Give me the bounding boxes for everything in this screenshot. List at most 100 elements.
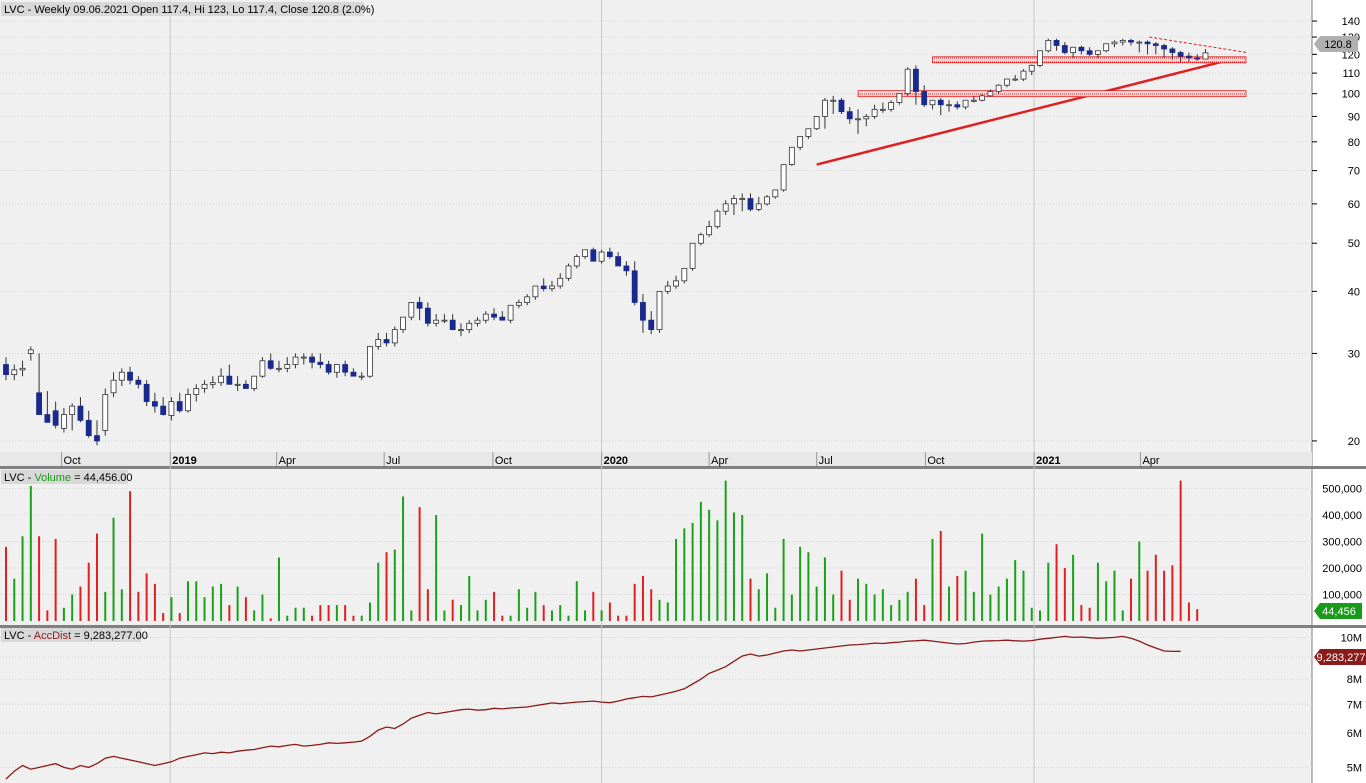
dashed-trendline[interactable]	[1149, 36, 1248, 54]
volume-bar	[220, 583, 223, 621]
candle-body	[524, 296, 531, 303]
candle-body	[838, 99, 845, 113]
candle-body	[102, 394, 109, 431]
accdist-title-prefix: LVC -	[4, 630, 34, 642]
candle-body	[697, 234, 704, 244]
volume-bar	[195, 581, 198, 621]
volume-bar	[517, 589, 520, 621]
volume-bar	[716, 520, 719, 621]
volume-pane-title: LVC - Volume = 44,456.00	[1, 470, 133, 484]
volume-bar	[807, 552, 810, 621]
candle-body	[540, 285, 547, 290]
candle-body	[606, 251, 613, 257]
pane-separator-accdist[interactable]	[0, 625, 1366, 628]
plot-background	[0, 0, 1312, 783]
candle-body	[1020, 70, 1027, 80]
candle-body	[474, 319, 481, 324]
candle-body	[706, 226, 713, 236]
volume-bar	[650, 589, 653, 621]
volume-bar	[782, 538, 785, 621]
volume-title-text: LVC - Volume = 44,456.00	[4, 472, 133, 484]
volume-bar	[261, 594, 264, 621]
candle-body	[921, 91, 928, 106]
price-last-badge: 120.8	[1314, 36, 1358, 52]
candle-body	[565, 265, 572, 279]
candle-body	[557, 277, 564, 287]
volume-bar	[360, 615, 363, 621]
volume-bar	[898, 599, 901, 621]
x-axis-label: Oct	[64, 455, 81, 467]
candle-body	[1194, 57, 1201, 60]
volume-bar	[857, 578, 860, 621]
candle-body	[772, 189, 779, 198]
volume-bar	[1088, 607, 1091, 621]
volume-bar	[286, 615, 289, 621]
volume-bar	[774, 607, 777, 621]
candle-body	[1028, 64, 1035, 72]
volume-bar	[675, 538, 678, 621]
price-tick-label: 100	[1342, 89, 1360, 101]
volume-bar	[699, 501, 702, 621]
resistance-zone[interactable]	[932, 56, 1247, 64]
pane-separator-volume[interactable]	[0, 466, 1366, 469]
volume-bar	[550, 610, 553, 621]
trendline[interactable]	[816, 56, 1238, 166]
candle-body	[499, 316, 506, 321]
candle-body	[549, 285, 555, 290]
volume-bar	[989, 594, 992, 621]
accdist-tick-label: 7M	[1347, 699, 1362, 711]
volume-tick-label: 300,000	[1322, 537, 1362, 549]
volume-bar	[939, 530, 942, 621]
volume-bar	[575, 581, 578, 621]
candle-body	[391, 329, 398, 344]
volume-bar	[112, 517, 115, 621]
volume-bar	[1005, 578, 1008, 621]
candle-body	[1169, 48, 1176, 53]
support-zone[interactable]	[857, 90, 1247, 98]
volume-bar	[244, 597, 247, 621]
x-axis-label: Apr	[711, 455, 728, 467]
candle-body	[300, 356, 307, 359]
x-axis-band	[0, 452, 1312, 466]
candle-body	[648, 319, 655, 331]
volume-bar	[1163, 570, 1166, 621]
candle-body	[863, 115, 870, 120]
price-tick-label: 20	[1348, 436, 1360, 448]
x-axis-label: Apr	[279, 455, 296, 467]
candle-body	[160, 405, 167, 415]
candle-body	[52, 410, 59, 426]
volume-bar	[873, 594, 876, 621]
candle-body	[416, 302, 423, 309]
candle-body	[995, 84, 1002, 92]
candle-body	[515, 302, 522, 306]
price-annotations[interactable]	[816, 36, 1248, 166]
candle-body	[904, 68, 911, 95]
candle-body	[317, 361, 324, 365]
volume-bar	[724, 480, 727, 621]
accdist-line	[5, 635, 1181, 780]
candle-body	[358, 375, 365, 378]
volume-bar	[13, 578, 16, 621]
candle-body	[44, 414, 51, 423]
accdist-tick-label: 6M	[1347, 728, 1362, 740]
candle-body	[937, 99, 944, 106]
candle-body	[94, 435, 100, 442]
price-tick-label: 90	[1348, 111, 1360, 123]
volume-bar	[385, 552, 388, 621]
volume-bar	[162, 613, 165, 621]
candle-body	[946, 104, 952, 107]
volume-bar	[120, 589, 123, 621]
x-axis-label: Jul	[386, 455, 400, 467]
candle-body	[168, 401, 175, 416]
price-tick-label: 60	[1348, 199, 1360, 211]
volume-bar	[186, 581, 189, 621]
x-axis-label: Apr	[1142, 455, 1159, 467]
candle-body	[764, 196, 770, 205]
accdist-title-text: LVC - AccDist = 9,283,277.00	[4, 630, 148, 642]
candle-body	[987, 91, 994, 97]
price-tick-label: 30	[1348, 348, 1360, 360]
x-axis-label: Oct	[495, 455, 512, 467]
candle-body	[3, 364, 9, 375]
candle-body	[689, 242, 696, 269]
candle-body	[1177, 52, 1184, 57]
